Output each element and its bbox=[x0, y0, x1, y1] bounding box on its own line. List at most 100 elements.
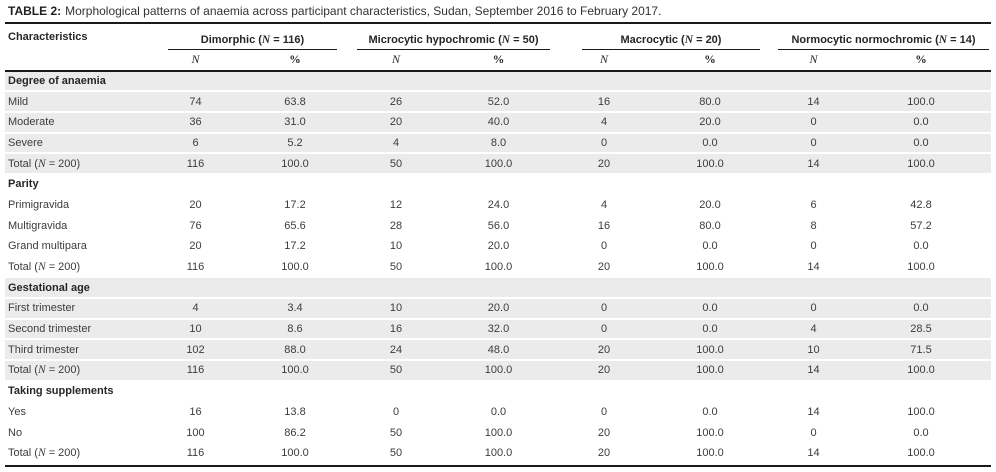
cell-value: 10 bbox=[807, 343, 820, 356]
cell-value: 100.0 bbox=[484, 447, 513, 460]
cell-value: 0.0 bbox=[702, 405, 718, 418]
row-label: Mild bbox=[8, 95, 29, 108]
cell-value: 0.0 bbox=[913, 240, 929, 253]
cell-value: 80.0 bbox=[699, 95, 721, 108]
column-group-header: Macrocytic (N = 20) bbox=[582, 24, 760, 50]
row-label: Total (N = 200) bbox=[8, 447, 81, 460]
cell-value: 20 bbox=[597, 343, 611, 356]
characteristics-column-header: Characteristics bbox=[8, 30, 88, 43]
cell-value: 14 bbox=[807, 261, 820, 274]
row-label: Primigravida bbox=[8, 198, 70, 211]
cell-value: 100.0 bbox=[281, 364, 309, 377]
cell-value: 14 bbox=[807, 364, 820, 377]
cell-value: 100.0 bbox=[696, 426, 724, 439]
cell-value: 0 bbox=[600, 405, 608, 418]
cell-value: 76 bbox=[189, 219, 202, 232]
section-title: Degree of anaemia bbox=[8, 74, 106, 87]
cell-value: 16 bbox=[597, 219, 611, 232]
cell-value: 20.0 bbox=[487, 302, 510, 315]
cell-value: 6 bbox=[810, 198, 817, 211]
cell-value: 0.0 bbox=[913, 426, 929, 439]
cell-value: 100 bbox=[186, 426, 205, 439]
cell-value: 3.4 bbox=[287, 302, 303, 315]
cell-value: 100.0 bbox=[907, 95, 935, 108]
cell-value: 116 bbox=[186, 261, 205, 274]
section-title: Taking supplements bbox=[8, 385, 114, 398]
row-label: Moderate bbox=[8, 116, 55, 129]
cell-value: 28 bbox=[389, 219, 403, 232]
section-header-row: Gestational age bbox=[5, 278, 991, 300]
row-label: First trimester bbox=[8, 302, 76, 315]
data-row: Grand multipara 20 17.2 10 20.0 0 0.0 0 0.0 bbox=[5, 237, 991, 258]
cell-value: 100.0 bbox=[281, 261, 309, 274]
cell-value: 74 bbox=[189, 95, 202, 108]
cell-value: 20 bbox=[597, 426, 611, 439]
italic-n: N bbox=[37, 364, 46, 377]
cell-value: 102 bbox=[186, 343, 205, 356]
cell-value: 0 bbox=[600, 302, 608, 315]
cell-value: 20.0 bbox=[699, 198, 721, 211]
cell-value: 31.0 bbox=[284, 116, 306, 129]
cell-value: 14 bbox=[807, 405, 820, 418]
cell-value: 100.0 bbox=[484, 426, 513, 439]
cell-value: 28.5 bbox=[910, 323, 932, 336]
data-row: Third trimester 102 88.0 24 48.0 20 100.0 10 71… bbox=[5, 340, 991, 362]
cell-value: 56.0 bbox=[487, 219, 510, 232]
italic-n: N bbox=[37, 157, 46, 170]
cell-value: 12 bbox=[389, 198, 403, 211]
pct-column-header: % bbox=[704, 53, 716, 66]
n-column-header: N bbox=[809, 52, 818, 66]
data-row: Total (N = 200) 116 100.0 50 100.0 20 100.0 14… bbox=[5, 361, 991, 382]
data-row: Yes 16 13.8 0 0.0 0 0.0 14 100.0 bbox=[5, 403, 991, 424]
cell-value: 116 bbox=[186, 364, 205, 377]
cell-value: 57.2 bbox=[910, 219, 932, 232]
subheader-row: N % N % N % N % bbox=[5, 50, 991, 72]
cell-value: 0 bbox=[600, 323, 608, 336]
table-body: Degree of anaemia Mild 74 63.8 26 52.0 16 80.… bbox=[5, 71, 991, 467]
cell-value: 0 bbox=[600, 136, 608, 149]
cell-value: 0.0 bbox=[913, 116, 929, 129]
italic-n: N bbox=[938, 33, 948, 46]
cell-value: 24 bbox=[389, 343, 403, 356]
cell-value: 20 bbox=[189, 198, 202, 211]
cell-value: 100.0 bbox=[281, 447, 309, 460]
row-label: Total (N = 200) bbox=[8, 364, 81, 377]
data-row: Severe 6 5.2 4 8.0 0 0.0 0 0.0 bbox=[5, 133, 991, 155]
cell-value: 100.0 bbox=[281, 157, 309, 170]
data-row: First trimester 4 3.4 10 20.0 0 0.0 0 0.0 bbox=[5, 299, 991, 320]
section-title: Gestational age bbox=[8, 281, 90, 294]
cell-value: 116 bbox=[186, 447, 205, 460]
row-label: Third trimester bbox=[8, 343, 79, 356]
cell-value: 48.0 bbox=[487, 343, 510, 356]
cell-value: 13.8 bbox=[284, 405, 306, 418]
cell-value: 100.0 bbox=[907, 157, 935, 170]
cell-value: 100.0 bbox=[907, 447, 935, 460]
section-title: Parity bbox=[8, 178, 39, 191]
cell-value: 42.8 bbox=[910, 198, 932, 211]
cell-value: 20 bbox=[597, 157, 611, 170]
data-row: Total (N = 200) 116 100.0 50 100.0 20 100.0 14… bbox=[5, 154, 991, 175]
cell-value: 0.0 bbox=[913, 136, 929, 149]
cell-value: 50 bbox=[389, 261, 403, 274]
cell-value: 100.0 bbox=[484, 157, 513, 170]
cell-value: 50 bbox=[389, 157, 403, 170]
cell-value: 52.0 bbox=[487, 95, 510, 108]
column-group-header-row: Characteristics Dimorphic (N = 116) Micr… bbox=[5, 24, 991, 50]
cell-value: 0.0 bbox=[490, 405, 507, 418]
cell-value: 0 bbox=[810, 240, 817, 253]
cell-value: 86.2 bbox=[284, 426, 306, 439]
row-label: Grand multipara bbox=[8, 240, 87, 253]
row-label: Second trimester bbox=[8, 323, 92, 336]
cell-value: 0 bbox=[600, 240, 608, 253]
cell-value: 32.0 bbox=[487, 323, 510, 336]
data-row: Second trimester 10 8.6 16 32.0 0 0.0 4 28.5 bbox=[5, 319, 991, 341]
cell-value: 0 bbox=[810, 136, 817, 149]
cell-value: 63.8 bbox=[284, 95, 306, 108]
table-caption: Morphological patterns of anaemia across… bbox=[65, 3, 662, 18]
italic-n: N bbox=[501, 33, 511, 46]
cell-value: 20 bbox=[597, 447, 611, 460]
data-row: Total (N = 200) 116 100.0 50 100.0 20 100.0 14… bbox=[5, 444, 991, 465]
cell-value: 36 bbox=[189, 116, 202, 129]
cell-value: 14 bbox=[807, 95, 820, 108]
cell-value: 14 bbox=[807, 447, 820, 460]
